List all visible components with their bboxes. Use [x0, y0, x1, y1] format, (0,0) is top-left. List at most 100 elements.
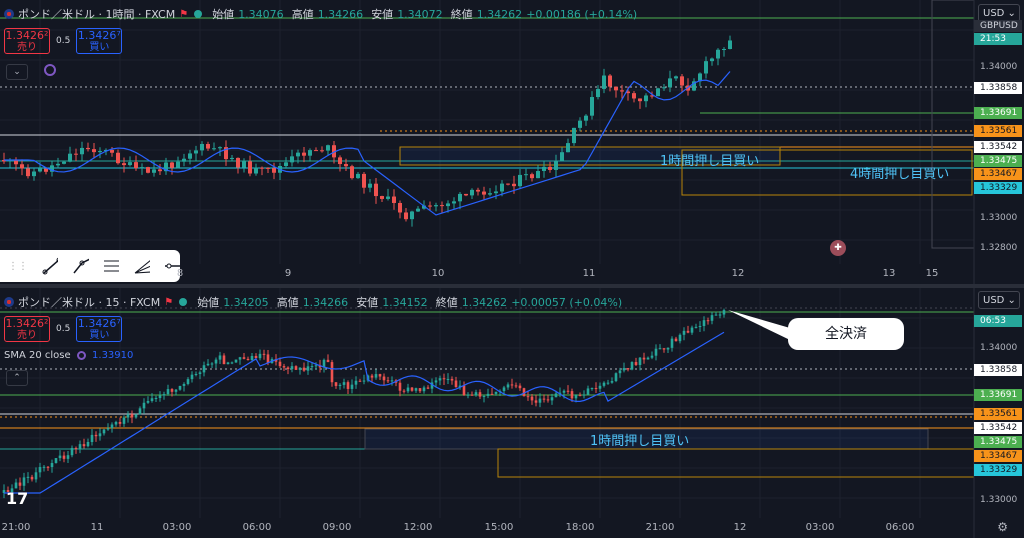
trend-line-tool-icon[interactable]: [42, 257, 59, 275]
buy-button[interactable]: 1.3426⁷ 買い: [76, 28, 123, 54]
candle-body: [214, 359, 218, 364]
candle-body: [482, 191, 486, 195]
high-label: 高値: [291, 8, 314, 21]
candle-body: [500, 183, 504, 192]
candle-body: [446, 203, 450, 207]
candle-body: [224, 147, 228, 160]
candle-body: [662, 87, 666, 89]
candle-body: [728, 40, 732, 50]
candle-body: [426, 387, 430, 389]
candle-body: [630, 362, 634, 370]
candle-body: [566, 143, 570, 153]
low-value: 1.34152: [382, 295, 428, 309]
candle-body: [188, 153, 192, 159]
candle-body: [314, 150, 318, 152]
indicator-icon[interactable]: [76, 350, 86, 360]
currency-selector[interactable]: USD ⌄: [978, 291, 1020, 309]
candle-body: [302, 367, 306, 371]
price-chart-1h[interactable]: [0, 0, 1024, 284]
candle-body: [94, 434, 98, 437]
candle-body: [398, 382, 402, 391]
candle-body: [494, 191, 498, 194]
candle-body: [150, 398, 154, 401]
time-axis-1h[interactable]: 8 9 10 11 12 13 15: [0, 264, 974, 284]
candle-body: [666, 347, 670, 350]
parallel-channel-tool-icon[interactable]: [103, 257, 120, 275]
buy-button[interactable]: 1.3426⁷ 買い: [76, 316, 123, 342]
ray-tool-icon[interactable]: [72, 257, 89, 275]
candle-body: [212, 148, 216, 150]
candle-body: [548, 166, 552, 170]
candle-body: [678, 334, 682, 342]
candle-body: [422, 205, 426, 209]
candle-body: [530, 174, 534, 179]
candle-body: [698, 73, 702, 82]
candle-body: [382, 376, 386, 381]
pane-separator[interactable]: [0, 284, 1024, 288]
sell-button[interactable]: 1.3426² 売り: [4, 28, 50, 54]
candle-body: [6, 490, 10, 492]
sell-button[interactable]: 1.3426² 売り: [4, 316, 50, 342]
candle-body: [584, 115, 588, 121]
candle-body: [8, 159, 12, 162]
candle-body: [326, 359, 330, 363]
time-tick: 9: [284, 268, 292, 279]
price-chart-15m[interactable]: [0, 288, 1024, 538]
fib-tool-icon[interactable]: [133, 257, 150, 275]
close-label: 終値: [435, 296, 458, 309]
price-tick: 1.33691: [974, 107, 1022, 119]
candle-body: [646, 357, 650, 360]
price-tick: 1.33467: [974, 168, 1022, 180]
candle-body: [70, 447, 74, 456]
candle-body: [622, 368, 626, 371]
candle-body: [514, 385, 518, 387]
tradingview-logo[interactable]: 17: [6, 489, 29, 508]
time-tick: 06:00: [885, 522, 915, 533]
candle-body: [638, 357, 642, 365]
price-tick: 1.33542: [974, 422, 1022, 434]
bookmark-flag-icon[interactable]: ⚑: [179, 8, 189, 20]
symbol-title[interactable]: ポンド／米ドル · 15 · FXCM: [18, 296, 161, 309]
ticker-badge: GBPUSD: [974, 20, 1022, 32]
candle-body: [62, 161, 66, 164]
price-tick: 1.33000: [980, 213, 1018, 223]
candle-body: [166, 389, 170, 395]
candle-body: [722, 49, 726, 51]
candle-body: [570, 391, 574, 399]
candle-body: [370, 375, 374, 378]
horizontal-line-tool-icon[interactable]: [164, 257, 181, 275]
chart-pane-1h[interactable]: ポンド／米ドル · 1時間 · FXCM ⚑ 始値 1.34076 高値 1.342…: [0, 0, 1024, 284]
symbol-title[interactable]: ポンド／米ドル · 1時間 · FXCM: [18, 8, 176, 21]
candle-body: [178, 385, 182, 390]
candle-body: [422, 387, 426, 392]
candle-body: [258, 353, 262, 359]
candle-body: [130, 414, 134, 418]
candle-body: [686, 330, 690, 333]
collapse-legend-button[interactable]: ⌃: [6, 370, 28, 386]
candle-body: [554, 161, 558, 170]
time-axis-15m[interactable]: 21:00 11 03:00 06:00 09:00 12:00 15:00 18:00 21:…: [0, 518, 974, 538]
candle-body: [118, 421, 122, 424]
indicator-icon[interactable]: [44, 64, 56, 76]
candle-body: [464, 193, 468, 196]
candle-body: [102, 429, 106, 434]
candle-body: [656, 88, 660, 97]
price-tick: 1.33542: [974, 141, 1022, 153]
candle-body: [614, 86, 618, 91]
drag-handle-icon[interactable]: ⋮⋮: [8, 260, 28, 272]
settings-gear-icon[interactable]: ⚙: [997, 520, 1008, 534]
collapse-legend-button[interactable]: ⌄: [6, 64, 28, 80]
candle-body: [530, 396, 534, 401]
candle-body: [482, 395, 486, 397]
candle-body: [410, 387, 414, 391]
candle-body: [650, 355, 654, 358]
candle-body: [314, 365, 318, 367]
time-tick: 06:00: [242, 522, 272, 533]
bookmark-flag-icon[interactable]: ⚑: [164, 296, 174, 308]
sma-legend[interactable]: SMA 20 close 1.33910: [4, 350, 133, 361]
price-tick: 1.34000: [980, 343, 1018, 353]
candle-body: [342, 382, 346, 385]
economic-event-icon[interactable]: ✚: [830, 240, 846, 256]
candle-body: [494, 391, 498, 394]
candle-body: [558, 392, 562, 394]
